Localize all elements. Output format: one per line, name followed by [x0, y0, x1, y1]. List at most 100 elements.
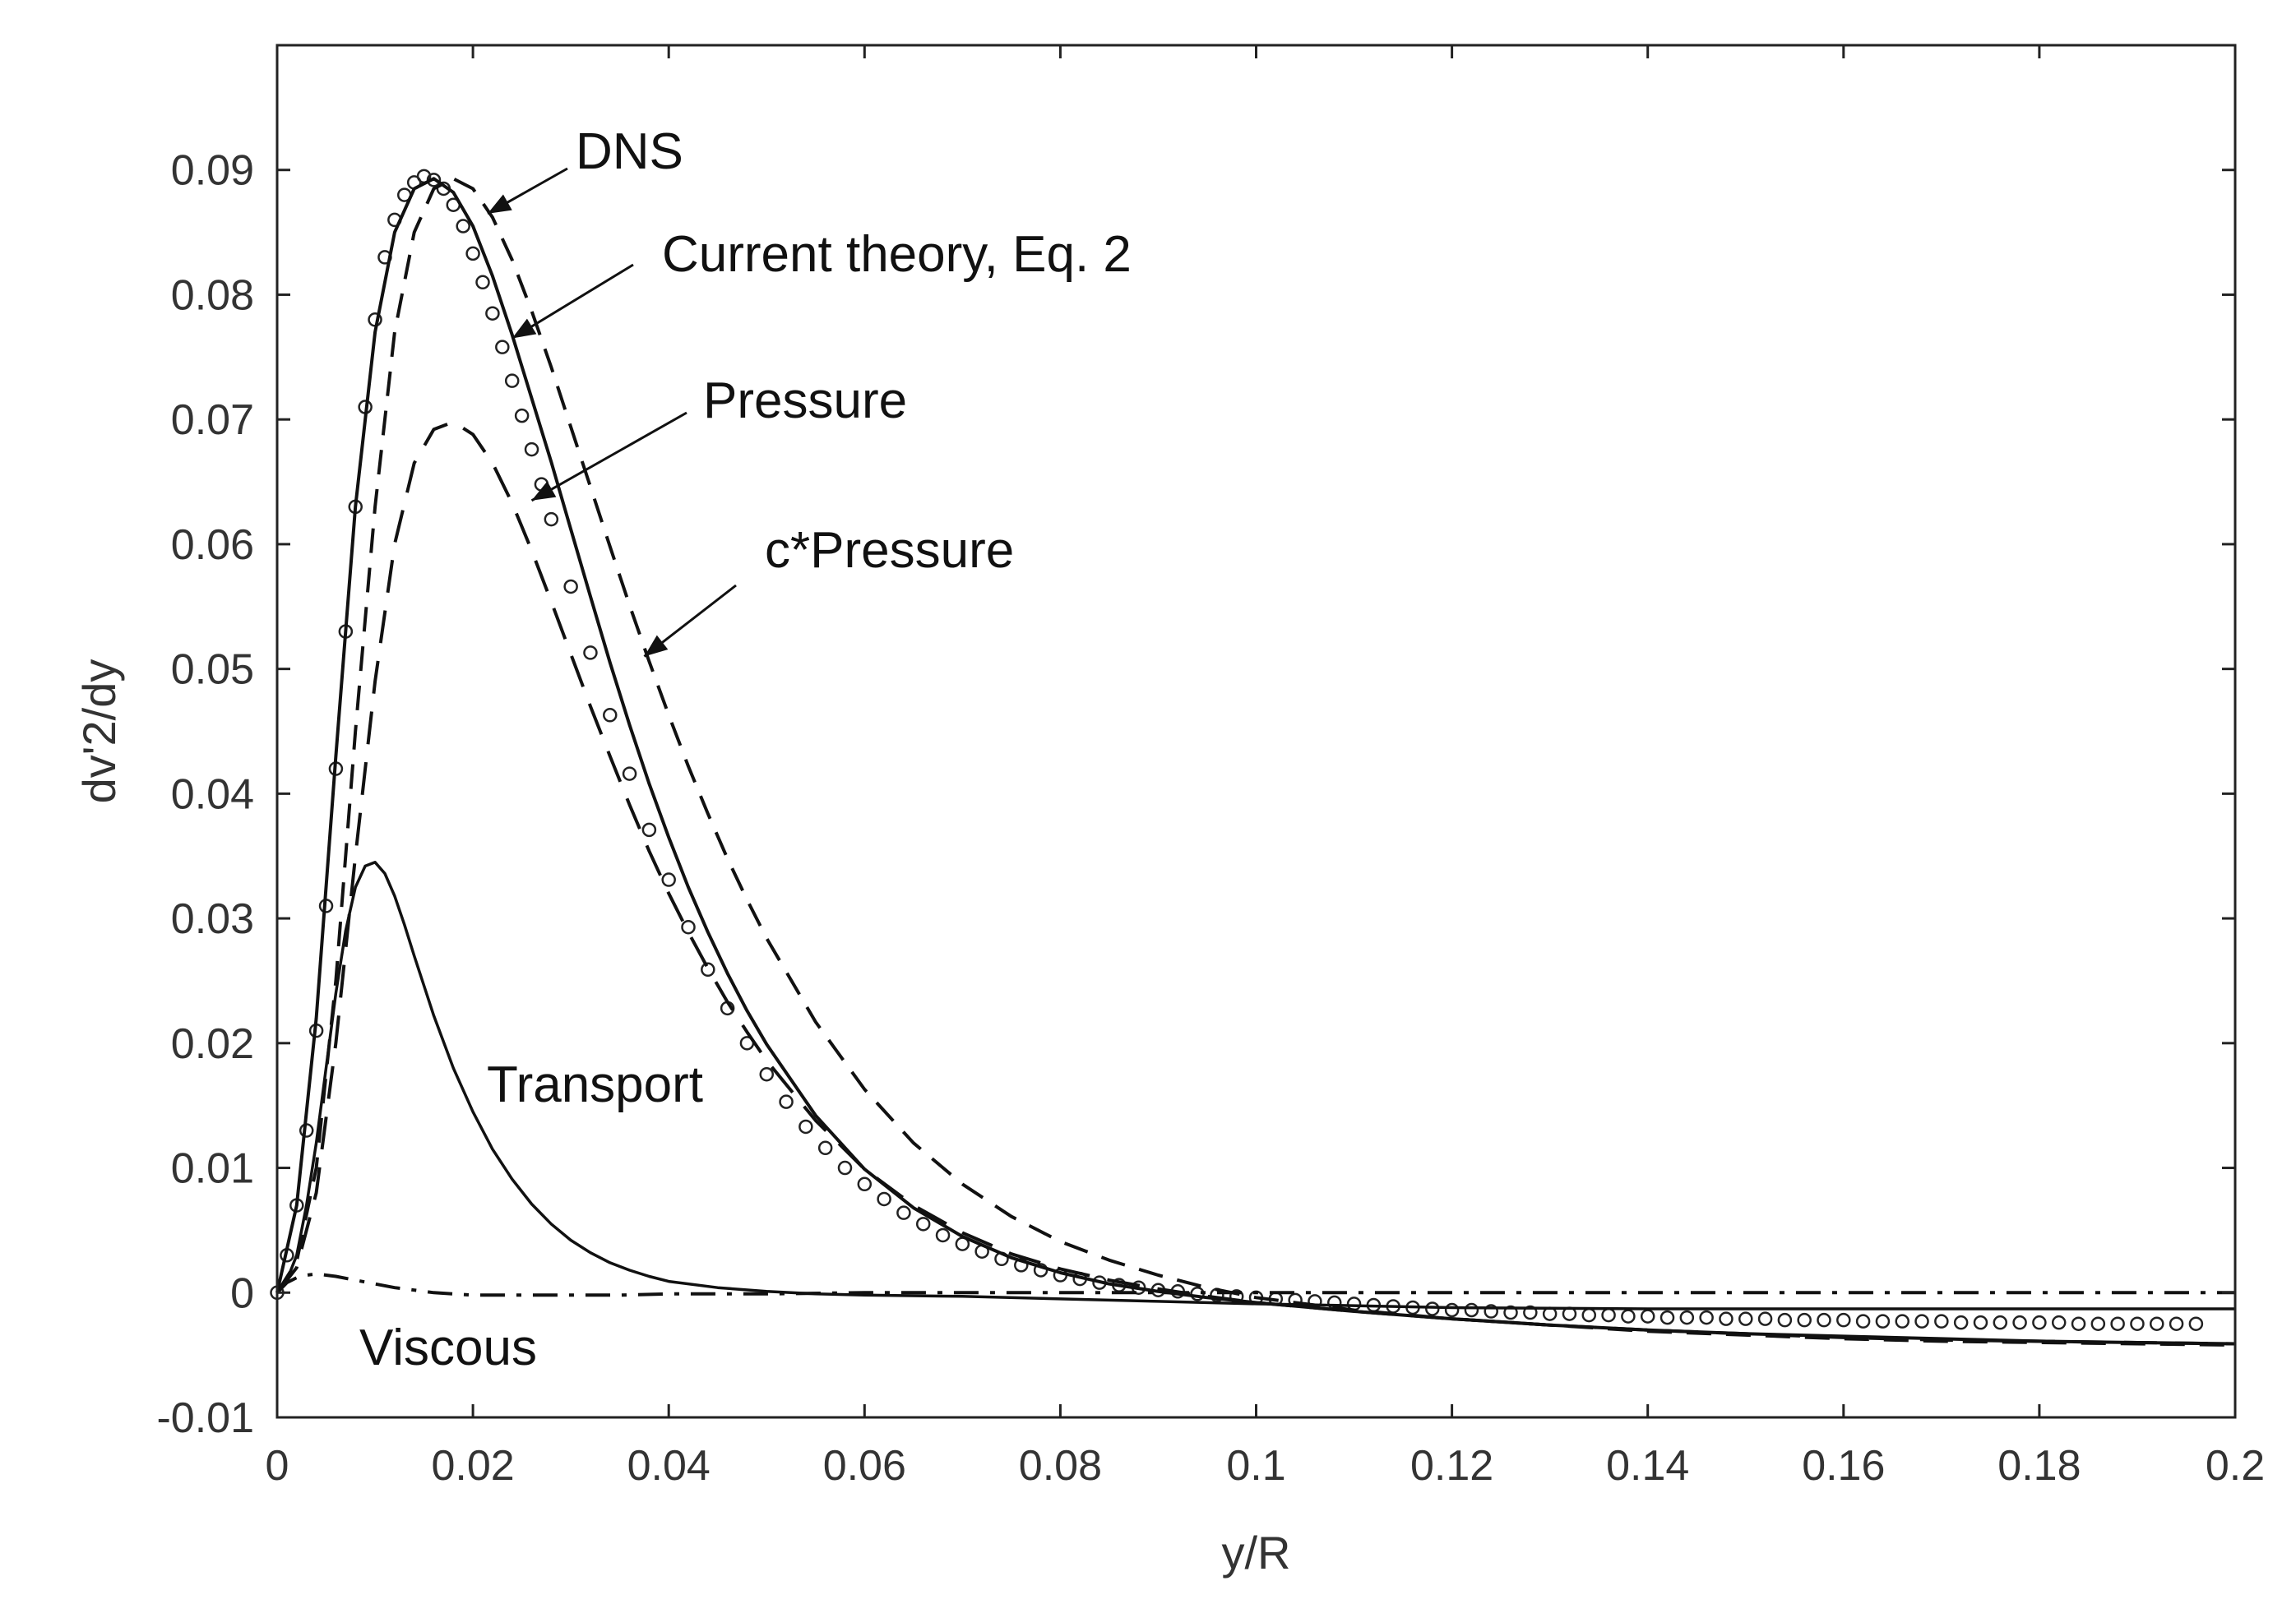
dns-point [485, 306, 500, 321]
dns-point [2169, 1316, 2184, 1331]
dns-point [2051, 1315, 2067, 1330]
annotation-c-pressure: c*Pressure [765, 522, 1014, 579]
annotation-transport: Transport [487, 1056, 703, 1113]
dns-point [701, 962, 715, 978]
x-axis-label: y/R [1222, 1527, 1291, 1579]
y-tick-label: 0.03 [171, 895, 254, 943]
y-tick-label: 0.08 [171, 271, 254, 319]
annotation-viscous: Viscous [359, 1320, 537, 1376]
arrow-head [512, 318, 537, 339]
dns-point [465, 246, 480, 261]
y-tick-label: 0.07 [171, 396, 254, 444]
x-tick-label: 0.18 [1997, 1442, 2081, 1490]
x-tick-label: 0.2 [2206, 1442, 2265, 1490]
x-tick-label: 0.02 [431, 1442, 514, 1490]
dns-point [2090, 1316, 2106, 1331]
dns-point [2110, 1316, 2125, 1331]
x-tick-label: 0.08 [1019, 1442, 1102, 1490]
x-tick-label: 0.06 [823, 1442, 906, 1490]
dns-point [896, 1205, 911, 1220]
x-tick-label: 0.04 [627, 1442, 711, 1490]
dns-point [1503, 1305, 1518, 1320]
dns-point [1660, 1310, 1675, 1325]
series-line-viscous [275, 1272, 2235, 1297]
dns-point [1464, 1302, 1479, 1318]
y-tick-label: 0.05 [171, 646, 254, 694]
annotation-dns: DNS [576, 123, 683, 180]
dns-point [514, 408, 530, 423]
dns-point [641, 822, 657, 838]
annotation-arrow [511, 263, 634, 340]
x-tick-label: 0.12 [1410, 1442, 1493, 1490]
tick-layer: 0 0.02 0.04 0.06 0.08 0.1 0.12 0.14 0.16 0.18 0.2 -… [156, 45, 2265, 1490]
annotation-current-theory-eq-2: Current theory, Eq. 2 [662, 226, 1132, 283]
dns-point [1757, 1311, 1773, 1326]
y-tick-label: 0.02 [171, 1020, 254, 1068]
dns-point [2071, 1316, 2086, 1331]
y-tick-label: -0.01 [156, 1394, 254, 1442]
dns-point [563, 579, 578, 594]
y-axis-label: dv'2/dy [73, 659, 125, 804]
dns-point [1484, 1304, 1498, 1319]
dns-point [495, 340, 510, 354]
dns-point [1855, 1314, 1871, 1329]
dns-point [1993, 1315, 2008, 1330]
dns-point [1914, 1314, 1929, 1329]
arrow-head [531, 481, 557, 501]
dns-point [2150, 1316, 2164, 1331]
dns-point [1875, 1314, 1891, 1329]
dns-point [475, 275, 490, 290]
dns-point [1817, 1312, 1831, 1328]
dns-point [799, 1119, 813, 1135]
dns-point [1895, 1314, 1909, 1329]
annotation-arrow [530, 411, 687, 502]
dns-point [2032, 1315, 2047, 1330]
arrow-head [644, 635, 669, 657]
dns-point [1523, 1305, 1538, 1320]
x-tick-label: 0 [266, 1442, 289, 1490]
dns-point [1973, 1315, 1988, 1330]
dns-point [915, 1217, 931, 1232]
dns-point [2130, 1316, 2145, 1331]
axes-box [275, 44, 2237, 1419]
dns-point [1444, 1302, 1460, 1318]
y-tick-label: 0 [230, 1269, 254, 1317]
dns-point [1836, 1312, 1851, 1328]
x-tick-label: 0.1 [1226, 1442, 1285, 1490]
series-line-pressure [275, 420, 2236, 1346]
dns-point [426, 173, 442, 187]
y-tick-label: 0.06 [171, 521, 254, 569]
dns-point [544, 511, 559, 527]
dns-point [1621, 1309, 1636, 1324]
dns-point [877, 1191, 891, 1207]
dns-point [779, 1094, 794, 1109]
series-line-transport [275, 861, 2235, 1310]
dns-point [583, 645, 598, 660]
dns-point [935, 1227, 951, 1243]
x-tick-label: 0.16 [1802, 1442, 1885, 1490]
dns-point [1934, 1314, 1949, 1329]
x-tick-label: 0.14 [1606, 1442, 1689, 1490]
dns-point [2188, 1316, 2204, 1331]
dns-point [504, 373, 520, 388]
dns-point [1425, 1301, 1440, 1316]
dns-point [681, 919, 696, 935]
dns-point [603, 708, 618, 723]
y-tick-label: 0.01 [171, 1145, 254, 1193]
dns-point [2012, 1315, 2027, 1330]
dns-point [1797, 1312, 1812, 1328]
annotation-pressure: Pressure [703, 372, 907, 429]
dns-point [456, 219, 470, 233]
y-tick-label: 0.04 [171, 770, 254, 818]
series-layer [270, 169, 2236, 1347]
dns-point [661, 872, 676, 887]
dns-point [1777, 1312, 1793, 1328]
dns-point [1679, 1310, 1695, 1325]
dns-point [1719, 1311, 1734, 1326]
dns-point [1953, 1315, 1969, 1330]
dns-point [1738, 1311, 1753, 1326]
dns-point [817, 1140, 833, 1156]
series-line-c-pressure [275, 177, 2236, 1347]
